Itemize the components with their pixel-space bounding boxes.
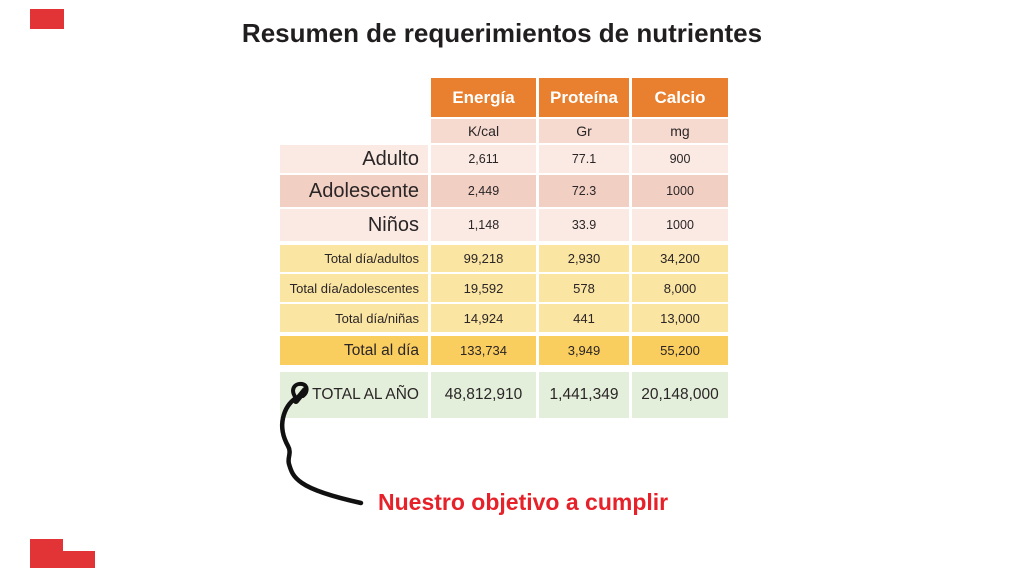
column-header-proteina: Proteína: [539, 78, 629, 117]
value-cell: 77.1: [539, 145, 629, 173]
value-cell: 14,924: [431, 304, 536, 332]
value-cell: 55,200: [632, 336, 728, 365]
value-cell: 2,930: [539, 245, 629, 272]
table-row-adulto: Adulto 2,611 77.1 900: [280, 145, 728, 173]
value-cell: 48,812,910: [431, 372, 536, 418]
annotation-text: Nuestro objetivo a cumplir: [378, 489, 669, 515]
value-cell: 8,000: [632, 274, 728, 302]
header-spacer-cell: [280, 78, 428, 117]
red-accent-top-left: [30, 9, 64, 29]
value-cell: 19,592: [431, 274, 536, 302]
value-cell: 2,611: [431, 145, 536, 173]
value-cell: 33.9: [539, 209, 629, 241]
table-row-total-dia-adultos: Total día/adultos 99,218 2,930 34,200: [280, 245, 728, 272]
value-cell: 441: [539, 304, 629, 332]
value-cell: 72.3: [539, 175, 629, 207]
row-label: Total al día: [280, 336, 428, 365]
table-row-ninos: Niños 1,148 33.9 1000: [280, 209, 728, 241]
table-row-total-al-ano: TOTAL AL AÑO 48,812,910 1,441,349 20,148…: [280, 372, 728, 418]
table-header-row: Energía Proteína Calcio: [280, 78, 728, 117]
value-cell: 20,148,000: [632, 372, 728, 418]
red-accent-bottom-left-2: [63, 551, 95, 568]
row-label: Niños: [280, 209, 428, 241]
value-cell: 1000: [632, 209, 728, 241]
value-cell: 13,000: [632, 304, 728, 332]
value-cell: 900: [632, 145, 728, 173]
value-cell: 133,734: [431, 336, 536, 365]
row-label: Total día/adolescentes: [280, 274, 428, 302]
value-cell: 1000: [632, 175, 728, 207]
table-units-row: K/cal Gr mg: [280, 119, 728, 143]
value-cell: 578: [539, 274, 629, 302]
row-label: Total día/adultos: [280, 245, 428, 272]
value-cell: 1,148: [431, 209, 536, 241]
table-row-total-dia-ninas: Total día/niñas 14,924 441 13,000: [280, 304, 728, 332]
row-label: Adulto: [280, 145, 428, 173]
value-cell: 2,449: [431, 175, 536, 207]
row-label: TOTAL AL AÑO: [280, 372, 428, 418]
row-label: Total día/niñas: [280, 304, 428, 332]
units-spacer-cell: [280, 119, 428, 143]
red-accent-bottom-left-1: [30, 539, 63, 568]
value-cell: 1,441,349: [539, 372, 629, 418]
table-row-total-dia-adolescentes: Total día/adolescentes 19,592 578 8,000: [280, 274, 728, 302]
table-row-total-al-dia: Total al día 133,734 3,949 55,200: [280, 336, 728, 365]
table-row-adolescente: Adolescente 2,449 72.3 1000: [280, 175, 728, 207]
value-cell: 34,200: [632, 245, 728, 272]
value-cell: 3,949: [539, 336, 629, 365]
column-header-energia: Energía: [431, 78, 536, 117]
unit-cell-kcal: K/cal: [431, 119, 536, 143]
value-cell: 99,218: [431, 245, 536, 272]
unit-cell-gr: Gr: [539, 119, 629, 143]
row-label: Adolescente: [280, 175, 428, 207]
column-header-calcio: Calcio: [632, 78, 728, 117]
slide-title: Resumen de requerimientos de nutrientes: [241, 18, 763, 48]
unit-cell-mg: mg: [632, 119, 728, 143]
